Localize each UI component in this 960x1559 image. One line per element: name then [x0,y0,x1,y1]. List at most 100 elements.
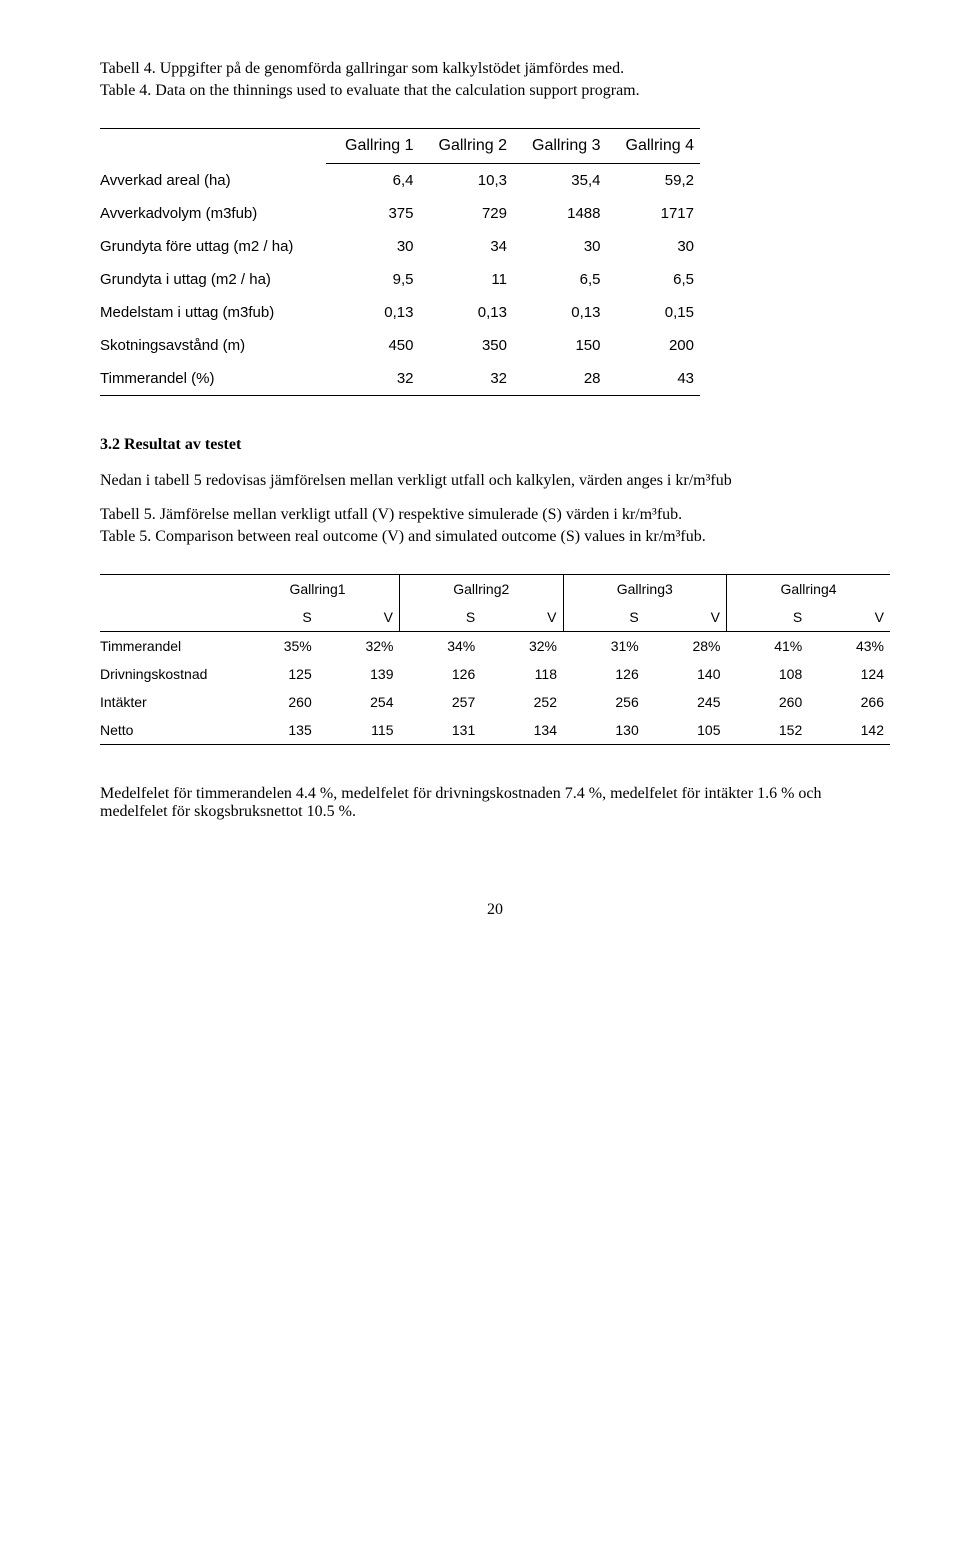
table-row: Avverkadvolym (m3fub) 375 729 1488 1717 [100,197,700,230]
table4-cell: 1717 [607,197,701,230]
table4-row0-label: Avverkad areal (ha) [100,164,326,198]
table5-cell: 252 [481,688,563,716]
table5-row1-label: Drivningskostnad [100,660,236,688]
table5-cell: 260 [236,688,318,716]
table4-cell: 6,5 [607,263,701,296]
table4-row1-label: Avverkadvolym (m3fub) [100,197,326,230]
page-number: 20 [100,901,890,919]
table-row: Skotningsavstånd (m) 450 350 150 200 [100,329,700,362]
table-row: Medelstam i uttag (m3fub) 0,13 0,13 0,13… [100,296,700,329]
table4-cell: 0,13 [420,296,514,329]
table4-cell: 10,3 [420,164,514,198]
table-row: Grundyta i uttag (m2 / ha) 9,5 11 6,5 6,… [100,263,700,296]
table4-cell: 30 [326,230,420,263]
table5-cell: 118 [481,660,563,688]
table5-sv-row: S V S V S V S V [100,603,890,632]
table4-cell: 28 [513,362,607,396]
table5-cell: 43% [808,632,890,661]
table5-cell: 256 [563,688,645,716]
table5-group2: Gallring2 [400,575,564,604]
table5-group-row: Gallring1 Gallring2 Gallring3 Gallring4 [100,575,890,604]
table4-header-col1: Gallring 1 [326,129,420,164]
table-row: Timmerandel 35% 32% 34% 32% 31% 28% 41% … [100,632,890,661]
table4-cell: 6,4 [326,164,420,198]
table5-cell: 245 [645,688,727,716]
table4-header-col3: Gallring 3 [513,129,607,164]
table4-row6-label: Timmerandel (%) [100,362,326,396]
table4-cell: 9,5 [326,263,420,296]
table4-cell: 1488 [513,197,607,230]
table5-cell: 134 [481,716,563,745]
table4-cell: 43 [607,362,701,396]
table5-row2-label: Intäkter [100,688,236,716]
table5-group4: Gallring4 [727,575,891,604]
table4-cell: 200 [607,329,701,362]
table5-s: S [400,603,482,632]
table4-cell: 35,4 [513,164,607,198]
table5-v: V [481,603,563,632]
table-row: Netto 135 115 131 134 130 105 152 142 [100,716,890,745]
table4-cell: 11 [420,263,514,296]
table4-caption-line2: Table 4. Data on the thinnings used to e… [100,82,890,100]
table5-group1: Gallring1 [236,575,400,604]
table5-row3-label: Netto [100,716,236,745]
table4-cell: 30 [513,230,607,263]
table-row: Grundyta före uttag (m2 / ha) 30 34 30 3… [100,230,700,263]
table-row: Intäkter 260 254 257 252 256 245 260 266 [100,688,890,716]
table4-row5-label: Skotningsavstånd (m) [100,329,326,362]
table5-s: S [727,603,809,632]
table5-cell: 135 [236,716,318,745]
table-row: Drivningskostnad 125 139 126 118 126 140… [100,660,890,688]
table5-cell: 126 [563,660,645,688]
table5-v: V [318,603,400,632]
table5-cell: 41% [727,632,809,661]
table5-cell: 254 [318,688,400,716]
table5-cell: 35% [236,632,318,661]
table5-cell: 28% [645,632,727,661]
table4-cell: 0,15 [607,296,701,329]
table4-cell: 375 [326,197,420,230]
table-row: Avverkad areal (ha) 6,4 10,3 35,4 59,2 [100,164,700,198]
table-row: Timmerandel (%) 32 32 28 43 [100,362,700,396]
table5-cell: 139 [318,660,400,688]
table5-v: V [808,603,890,632]
closing-paragraph: Medelfelet för timmerandelen 4.4 %, mede… [100,785,890,821]
table5-cell: 152 [727,716,809,745]
table4-cell: 32 [420,362,514,396]
table4-cell: 34 [420,230,514,263]
section-para1: Nedan i tabell 5 redovisas jämförelsen m… [100,472,890,490]
section-heading: 3.2 Resultat av testet [100,436,890,454]
table5-cell: 115 [318,716,400,745]
table5-sv-blank [100,603,236,632]
table5-caption-line2: Table 5. Comparison between real outcome… [100,528,890,546]
table5-row0-label: Timmerandel [100,632,236,661]
table5-cell: 131 [400,716,482,745]
table5-cell: 142 [808,716,890,745]
table5-cell: 257 [400,688,482,716]
table5: Gallring1 Gallring2 Gallring3 Gallring4 … [100,574,890,745]
table4-cell: 0,13 [326,296,420,329]
table5-cell: 125 [236,660,318,688]
table5-group-blank [100,575,236,604]
table4-header-row: Gallring 1 Gallring 2 Gallring 3 Gallrin… [100,129,700,164]
table4-header-blank [100,129,326,164]
table5-cell: 105 [645,716,727,745]
table4-cell: 6,5 [513,263,607,296]
table4-header-col2: Gallring 2 [420,129,514,164]
table5-s: S [563,603,645,632]
table5-cell: 140 [645,660,727,688]
table5-cell: 32% [318,632,400,661]
table4-cell: 150 [513,329,607,362]
table4-row3-label: Grundyta i uttag (m2 / ha) [100,263,326,296]
table4-cell: 32 [326,362,420,396]
table5-v: V [645,603,727,632]
table4-cell: 350 [420,329,514,362]
table5-cell: 32% [481,632,563,661]
table4-cell: 450 [326,329,420,362]
table5-group3: Gallring3 [563,575,727,604]
table4-cell: 30 [607,230,701,263]
table5-cell: 266 [808,688,890,716]
table5-cell: 31% [563,632,645,661]
table5-cell: 34% [400,632,482,661]
table4-cell: 729 [420,197,514,230]
